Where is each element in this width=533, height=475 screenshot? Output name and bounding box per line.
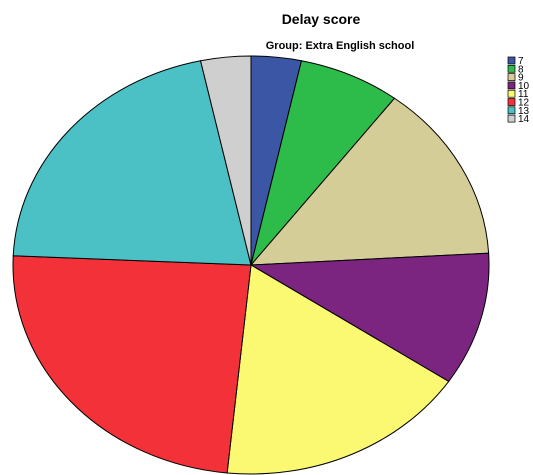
pie-slice-13 bbox=[12, 60, 252, 266]
legend-label-12: 12 bbox=[518, 98, 530, 109]
legend-swatch-14 bbox=[507, 114, 516, 123]
pie-slice-8 bbox=[250, 60, 396, 266]
pie-slice-12 bbox=[12, 255, 252, 474]
pie-slice-9 bbox=[249, 97, 490, 266]
pie-slice-11 bbox=[226, 264, 450, 475]
legend-swatch-12 bbox=[507, 98, 516, 106]
legend-swatch-13 bbox=[507, 106, 516, 115]
legend-label-9: 9 bbox=[518, 73, 524, 84]
legend-swatch-8 bbox=[507, 64, 516, 73]
legend-label-11: 11 bbox=[518, 89, 529, 100]
legend-label-8: 8 bbox=[518, 64, 524, 75]
legend-swatch-7 bbox=[507, 56, 516, 65]
legend-label-13: 13 bbox=[518, 106, 530, 117]
legend-label-7: 7 bbox=[518, 56, 524, 67]
chart-subtitle: Group: Extra English school bbox=[266, 40, 415, 52]
chart-title: Delay score bbox=[282, 11, 361, 27]
pie-slices bbox=[12, 55, 490, 475]
legend-label-10: 10 bbox=[518, 81, 530, 92]
legend-swatch-11 bbox=[507, 89, 516, 98]
legend-label-14: 14 bbox=[518, 114, 530, 125]
legend-swatch-9 bbox=[507, 73, 516, 81]
legend-swatch-10 bbox=[507, 81, 516, 90]
pie-slice-10 bbox=[249, 252, 490, 383]
pie-slice-14 bbox=[199, 55, 252, 266]
